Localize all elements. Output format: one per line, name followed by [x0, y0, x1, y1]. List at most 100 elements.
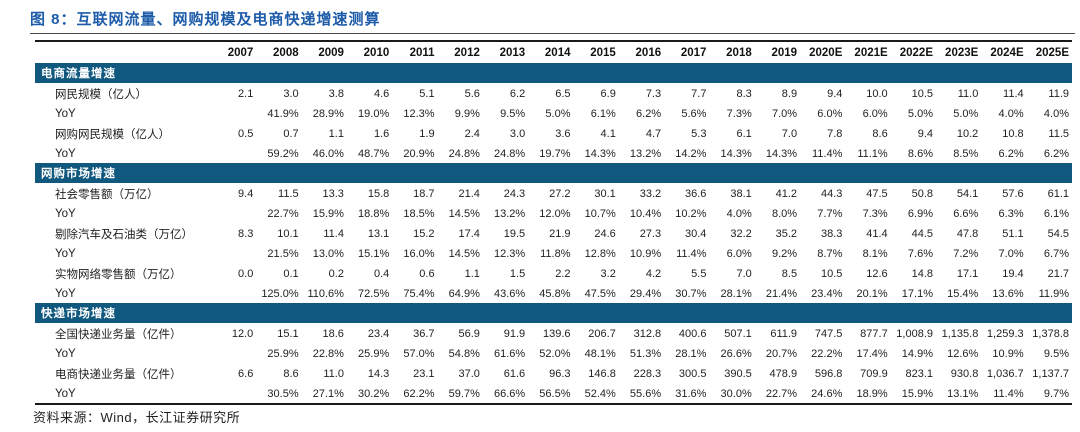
data-cell: 10.5 — [911, 88, 933, 100]
data-cell: 8.6 — [872, 128, 888, 140]
data-cell: 31.6% — [675, 388, 707, 400]
data-cell: 747.5 — [814, 328, 843, 340]
data-cell: 4.0% — [1043, 108, 1069, 120]
data-cell: 9.2% — [771, 248, 798, 260]
data-cell: 7.3% — [862, 208, 888, 220]
table-row: 电商快递业务量（亿件） 6.6 8.6 11.0 14.3 23.1 37.0 61.6 96.… — [35, 363, 1072, 385]
data-cell: 6.3% — [998, 208, 1024, 220]
row-label: YoY — [55, 148, 76, 160]
data-cell: 12.3% — [403, 108, 435, 120]
row-label: YoY — [55, 248, 76, 260]
data-cell — [211, 285, 256, 303]
data-cell: 41.4 — [866, 228, 888, 240]
data-cell: 10.9% — [992, 348, 1024, 360]
data-cell: 15.1% — [358, 248, 390, 260]
data-cell — [211, 205, 256, 223]
data-cell: 10.2 — [956, 128, 979, 140]
data-cell: 11.8% — [540, 248, 571, 260]
data-cell: 7.0% — [998, 248, 1024, 260]
data-cell: 75.4% — [403, 288, 435, 300]
data-cell: 11.4% — [812, 148, 843, 160]
data-cell: 26.6% — [720, 348, 752, 360]
data-cell: 22.7% — [267, 208, 299, 220]
data-cell: 10.9% — [629, 248, 662, 260]
data-cell: 6.2% — [998, 148, 1024, 160]
data-cell: 10.7% — [584, 208, 616, 220]
data-cell: 8.3 — [238, 228, 254, 240]
row-label: 网购网民规模（亿人） — [55, 129, 170, 141]
year-column-header: 2024E — [990, 47, 1024, 59]
data-cell: 12.3% — [493, 248, 526, 260]
data-cell: 6.0% — [726, 248, 752, 260]
data-cell: 596.8 — [814, 368, 843, 380]
data-table: 2007 2008 2009 2010 2011 2012 2013 2014 2015 2016… — [35, 40, 1072, 405]
data-cell: 14.2% — [675, 148, 707, 160]
data-cell: 0.4 — [373, 268, 390, 280]
data-cell: 8.1% — [862, 248, 888, 260]
data-cell: 6.5 — [555, 88, 571, 100]
data-cell: 59.2% — [267, 148, 299, 160]
table-row: YoY 22.7% 15.9% 18.8% 18.5% 14.5% 13.2% 12.0% 10… — [35, 205, 1072, 223]
year-column-header: 2011 — [409, 47, 435, 59]
data-cell: 478.9 — [769, 368, 798, 380]
data-cell: 8.6% — [907, 148, 933, 160]
data-cell: 4.0% — [726, 208, 752, 220]
data-cell: 30.2% — [358, 388, 390, 400]
section-header-row: 网购市场增速 — [35, 163, 1072, 183]
data-cell: 14.3 — [367, 368, 390, 380]
data-cell: 0.6 — [419, 268, 435, 280]
data-cell: 3.8 — [328, 88, 344, 100]
data-cell: 30.0% — [720, 388, 752, 400]
table-row: YoY 41.9% 28.9% 19.0% 12.3% 9.9% 9.5% 5.0% 6.1% 6… — [35, 105, 1072, 123]
row-label: YoY — [55, 208, 76, 220]
year-column-header: 2025E — [1035, 47, 1069, 59]
data-cell: 312.8 — [633, 328, 662, 340]
data-cell: 11.4% — [676, 248, 707, 260]
data-cell: 125.0% — [261, 288, 299, 300]
section-header-row: 快递市场增速 — [35, 303, 1072, 323]
data-cell: 0.2 — [328, 268, 344, 280]
data-cell: 5.3 — [691, 128, 707, 140]
data-cell: 15.1 — [277, 328, 299, 340]
data-cell: 47.5% — [584, 288, 616, 300]
table-row: 全国快递业务量（亿件） 12.0 15.1 18.6 23.4 36.7 56.9 91.9 1… — [35, 323, 1072, 345]
data-cell: 5.1 — [419, 88, 435, 100]
figure-table-container: 2007 2008 2009 2010 2011 2012 2013 2014 2015 2016… — [35, 40, 1072, 405]
data-cell: 9.4 — [238, 188, 254, 200]
data-cell: 611.9 — [770, 328, 798, 340]
data-cell: 9.9% — [454, 108, 480, 120]
row-label: 全国快递业务量（亿件） — [55, 329, 182, 341]
year-column-header: 2007 — [227, 47, 254, 59]
data-cell: 52.0% — [539, 348, 571, 360]
data-cell: 1,135.8 — [941, 328, 979, 340]
data-cell: 48.1% — [584, 348, 616, 360]
row-label: 电商快递业务量（亿件） — [55, 369, 182, 381]
data-cell: 56.9 — [458, 328, 480, 340]
data-cell: 7.3% — [726, 108, 752, 120]
data-cell: 9.5% — [500, 108, 526, 120]
data-cell: 507.1 — [724, 328, 752, 340]
data-cell: 45.8% — [539, 288, 571, 300]
data-cell: 59.7% — [448, 388, 480, 400]
table-row: YoY 59.2% 46.0% 48.7% 20.9% 24.8% 24.8% 19.7% 14… — [35, 145, 1072, 163]
data-cell: 4.6 — [373, 88, 390, 100]
data-cell: 13.6% — [992, 288, 1024, 300]
data-cell: 18.8% — [358, 208, 390, 220]
data-cell: 28.1% — [675, 348, 707, 360]
table-row: 剔除汽车及石油类（万亿） 8.3 10.1 11.4 13.1 15.2 17.4 19.5 2… — [35, 223, 1072, 245]
data-cell: 2.1 — [238, 88, 254, 100]
row-label: 剔除汽车及石油类（万亿） — [55, 229, 193, 241]
data-cell: 8.5% — [953, 148, 979, 160]
data-cell: 15.8 — [367, 188, 390, 200]
data-cell: 11.5 — [1048, 128, 1069, 140]
data-cell: 30.5% — [267, 388, 299, 400]
data-cell: 10.2% — [675, 208, 707, 220]
data-cell: 6.9% — [907, 208, 933, 220]
data-cell: 11.0 — [957, 88, 979, 100]
data-cell: 36.7 — [413, 328, 435, 340]
data-cell: 11.1% — [857, 148, 888, 160]
data-cell: 228.3 — [633, 368, 662, 380]
table-row: 网购网民规模（亿人） 0.5 0.7 1.1 1.6 1.9 2.4 3.0 3.6 4.1 4.7… — [35, 123, 1072, 145]
data-cell: 72.5% — [358, 288, 390, 300]
data-cell — [211, 385, 256, 404]
